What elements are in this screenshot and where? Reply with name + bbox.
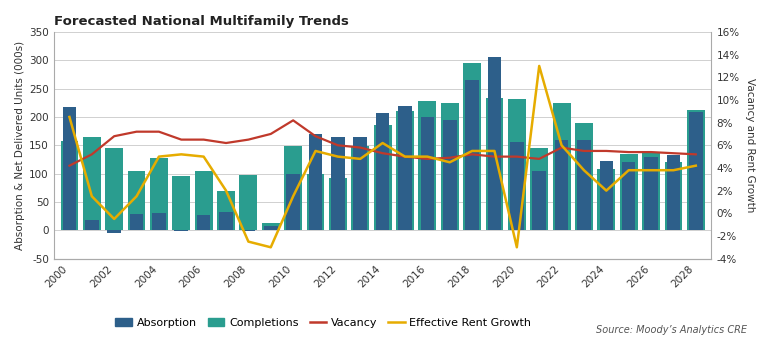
- Bar: [531, 148, 548, 230]
- Bar: [128, 171, 146, 230]
- Bar: [306, 174, 324, 230]
- Bar: [420, 117, 434, 230]
- Bar: [286, 174, 300, 230]
- Legend: Absorption, Completions, Vacancy, Effective Rent Growth: Absorption, Completions, Vacancy, Effect…: [111, 313, 536, 333]
- Bar: [510, 142, 524, 230]
- Bar: [578, 140, 591, 230]
- Bar: [329, 177, 347, 230]
- Bar: [217, 191, 235, 230]
- Y-axis label: Vacancy and Rent Growth: Vacancy and Rent Growth: [745, 78, 755, 213]
- Bar: [172, 176, 190, 230]
- Bar: [642, 152, 660, 230]
- Bar: [242, 230, 255, 232]
- Bar: [553, 103, 571, 230]
- Bar: [689, 113, 702, 230]
- Bar: [309, 134, 323, 230]
- Bar: [197, 215, 210, 230]
- Bar: [554, 140, 568, 230]
- Bar: [85, 220, 99, 230]
- Bar: [219, 212, 233, 230]
- Bar: [62, 107, 76, 230]
- Bar: [644, 156, 658, 230]
- Bar: [575, 123, 593, 230]
- Bar: [105, 148, 123, 230]
- Bar: [150, 158, 168, 230]
- Bar: [353, 137, 367, 230]
- Bar: [373, 125, 391, 230]
- Bar: [687, 110, 705, 230]
- Bar: [622, 162, 635, 230]
- Bar: [130, 214, 143, 230]
- Bar: [600, 161, 613, 230]
- Bar: [83, 137, 101, 230]
- Bar: [508, 99, 526, 230]
- Bar: [396, 111, 414, 230]
- Bar: [443, 120, 457, 230]
- Bar: [598, 169, 615, 230]
- Text: Forecasted National Multifamily Trends: Forecasted National Multifamily Trends: [54, 15, 349, 28]
- Bar: [464, 63, 481, 230]
- Bar: [667, 155, 680, 230]
- Y-axis label: Absorption & Net Delivered Units (000s): Absorption & Net Delivered Units (000s): [15, 41, 25, 250]
- Bar: [398, 105, 412, 230]
- Bar: [465, 80, 479, 230]
- Bar: [487, 57, 501, 230]
- Bar: [152, 213, 166, 230]
- Bar: [665, 162, 682, 230]
- Bar: [331, 137, 345, 230]
- Bar: [418, 101, 437, 230]
- Bar: [175, 230, 188, 232]
- Bar: [440, 103, 459, 230]
- Bar: [532, 171, 546, 230]
- Bar: [284, 146, 302, 230]
- Bar: [486, 98, 504, 230]
- Text: Source: Moody’s Analytics CRE: Source: Moody’s Analytics CRE: [596, 324, 747, 335]
- Bar: [620, 154, 638, 230]
- Bar: [61, 141, 79, 230]
- Bar: [262, 223, 280, 230]
- Bar: [239, 175, 257, 230]
- Bar: [107, 230, 121, 233]
- Bar: [351, 146, 369, 230]
- Bar: [195, 171, 213, 230]
- Bar: [264, 226, 277, 230]
- Bar: [376, 113, 390, 230]
